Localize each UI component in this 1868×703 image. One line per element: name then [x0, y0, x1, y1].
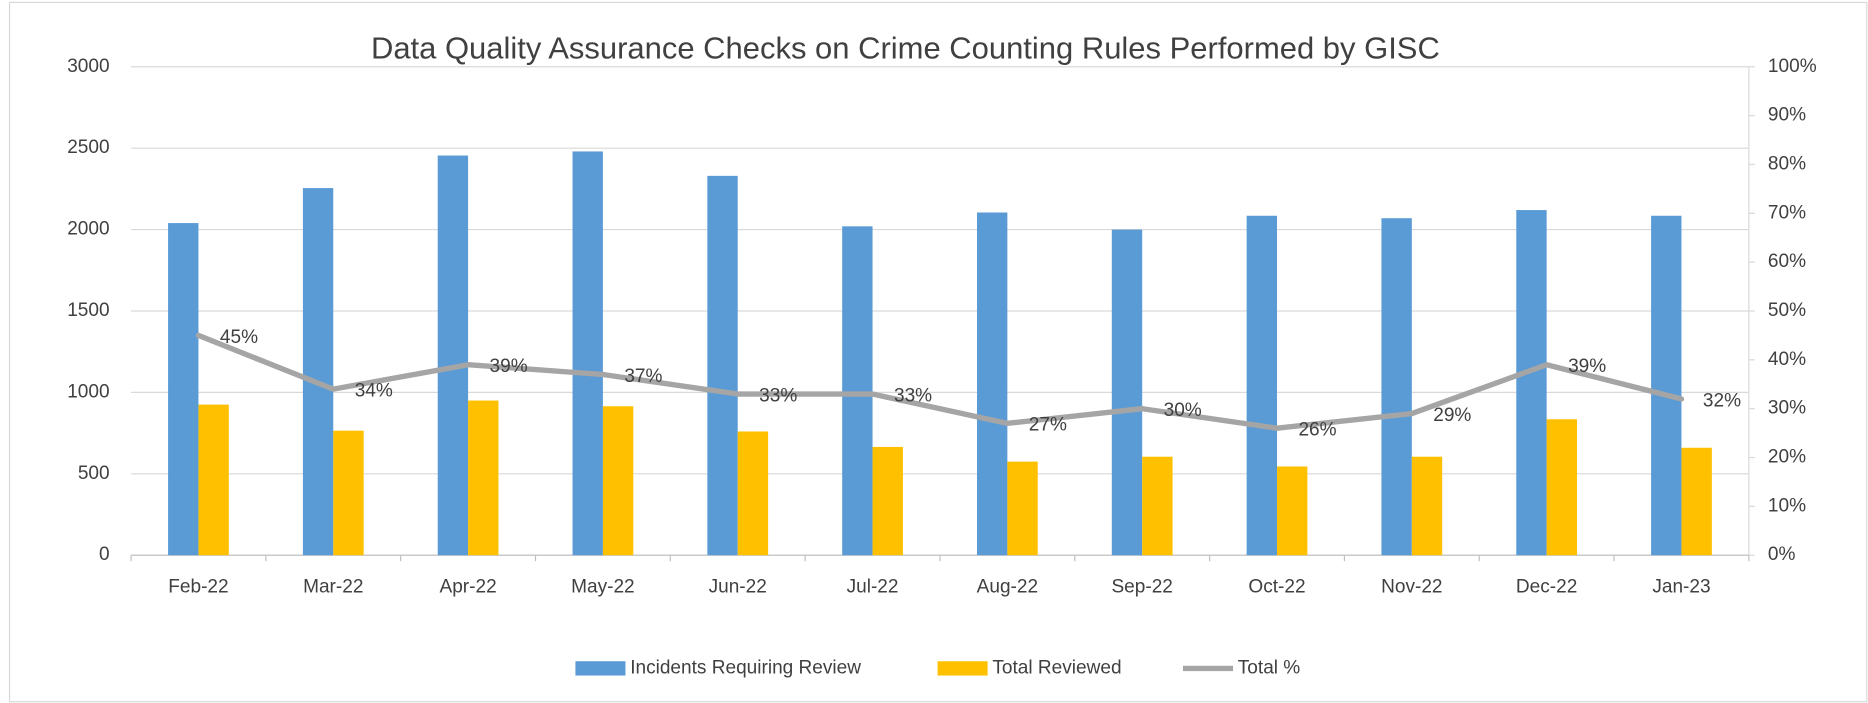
y-tick-label: 1500	[67, 300, 109, 321]
bar	[572, 151, 603, 556]
bar	[872, 446, 903, 556]
data-label: 32%	[1703, 390, 1741, 411]
legend-label: Incidents Requiring Review	[630, 657, 861, 678]
data-label: 33%	[894, 385, 932, 406]
y2-tick-label: 20%	[1768, 447, 1806, 468]
bar	[1546, 419, 1578, 556]
bar	[1651, 215, 1682, 556]
bar	[976, 212, 1008, 556]
y-tick-label: 2500	[67, 137, 109, 158]
bar	[198, 404, 229, 556]
x-tick-label: Jun-22	[709, 576, 767, 597]
x-tick-label: Mar-22	[303, 576, 363, 597]
y-tick-label: 0	[99, 544, 110, 565]
x-tick-label: Feb-22	[168, 576, 228, 597]
y2-tick-label: 80%	[1768, 153, 1806, 174]
bar	[842, 226, 873, 556]
y-tick-label: 3000	[67, 56, 109, 77]
data-label: 33%	[759, 385, 797, 406]
y2-tick-label: 0%	[1768, 544, 1796, 565]
data-label: 34%	[355, 381, 393, 402]
bar	[1111, 229, 1143, 556]
x-tick-label: Dec-22	[1516, 576, 1577, 597]
bar	[333, 430, 364, 556]
bar	[168, 223, 199, 556]
x-tick-label: Aug-22	[977, 576, 1038, 597]
bar	[1381, 218, 1412, 556]
chart-title: Data Quality Assurance Checks on Crime C…	[371, 30, 1440, 65]
chart-border	[8, 1, 1868, 703]
y2-tick-label: 50%	[1768, 300, 1806, 321]
data-label: 29%	[1433, 405, 1471, 426]
legend-swatch	[937, 661, 988, 676]
legend-label: Total %	[1238, 657, 1301, 678]
y2-tick-label: 30%	[1768, 398, 1806, 419]
x-tick-label: Nov-22	[1381, 576, 1442, 597]
bar	[602, 406, 634, 556]
x-tick-label: Jul-22	[847, 576, 899, 597]
data-label: 39%	[490, 356, 528, 377]
bar	[1142, 456, 1173, 556]
x-tick-label: Jan-23	[1652, 576, 1710, 597]
y-tick-label: 2000	[67, 219, 109, 240]
legend-label: Total Reviewed	[992, 657, 1121, 678]
legend-swatch	[575, 661, 626, 676]
y2-tick-label: 100%	[1768, 56, 1817, 77]
y2-tick-label: 70%	[1768, 202, 1806, 223]
data-label: 39%	[1568, 356, 1606, 377]
x-tick-label: Sep-22	[1111, 576, 1172, 597]
x-tick-label: May-22	[571, 576, 635, 597]
y2-tick-label: 40%	[1768, 349, 1806, 370]
data-label: 37%	[624, 366, 662, 387]
y2-tick-label: 60%	[1768, 251, 1806, 272]
data-label: 26%	[1298, 420, 1336, 441]
data-label: 30%	[1164, 400, 1202, 421]
bar	[1411, 456, 1443, 556]
data-label: 27%	[1029, 415, 1067, 436]
bar	[1516, 210, 1547, 556]
y2-tick-label: 10%	[1768, 495, 1806, 516]
bar	[737, 431, 769, 556]
x-tick-label: Oct-22	[1248, 576, 1305, 597]
y2-tick-label: 90%	[1768, 105, 1806, 126]
bar	[1246, 215, 1278, 556]
y-tick-label: 1000	[67, 381, 109, 402]
bar	[302, 188, 334, 556]
y-tick-label: 500	[78, 463, 110, 484]
bar	[707, 175, 738, 556]
bar	[1681, 447, 1712, 556]
data-label: 45%	[220, 327, 258, 348]
bar	[437, 155, 469, 556]
bar	[468, 400, 499, 556]
line	[195, 332, 1685, 431]
bar	[1277, 466, 1308, 556]
bar	[1007, 461, 1038, 556]
x-tick-label: Apr-22	[440, 576, 497, 597]
